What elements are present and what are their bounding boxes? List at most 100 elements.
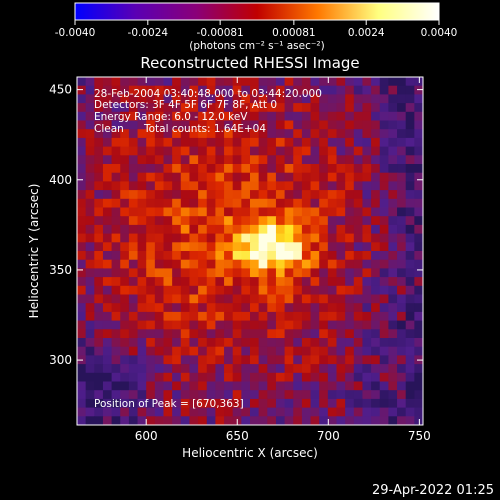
heatmap-cell (405, 311, 415, 322)
heatmap-cell (301, 311, 312, 322)
heatmap-cell (345, 364, 355, 374)
heatmap-cell (163, 85, 173, 95)
heatmap-cell (77, 77, 87, 87)
heatmap-cell (293, 137, 303, 148)
heatmap-cell (232, 111, 242, 122)
heatmap-cell (120, 355, 130, 365)
heatmap-cell (94, 207, 104, 217)
heatmap-cell (102, 416, 113, 425)
heatmap-cell (111, 216, 121, 226)
heatmap-cell (371, 407, 381, 417)
heatmap-cell (301, 320, 312, 330)
heatmap-cell (189, 285, 199, 296)
heatmap-cell (405, 303, 415, 313)
heatmap-cell (327, 233, 338, 243)
heatmap-cell (198, 77, 208, 87)
heatmap-cell (405, 242, 415, 252)
heatmap-cell (154, 303, 165, 313)
heatmap-cell (215, 146, 225, 156)
heatmap-cell (146, 111, 156, 122)
heatmap-cell (128, 268, 139, 278)
heatmap-cell (301, 216, 312, 226)
heatmap-cell (258, 372, 268, 383)
heatmap-cell (405, 120, 415, 130)
heatmap-cell (215, 303, 225, 313)
heatmap-cell (397, 338, 407, 348)
heatmap-cell (180, 346, 191, 356)
heatmap-cell (128, 381, 139, 391)
heatmap-cell (250, 277, 260, 287)
heatmap-cell (137, 294, 147, 304)
heatmap-cell (336, 129, 346, 139)
heatmap-cell (172, 77, 182, 87)
heatmap-cell (120, 224, 130, 235)
heatmap-cell (275, 111, 286, 122)
heatmap-cell (94, 329, 104, 339)
heatmap-cell (336, 242, 346, 252)
heatmap-cell (172, 303, 182, 313)
heatmap-cell (206, 216, 216, 226)
heatmap-cell (224, 277, 234, 287)
heatmap-cell (215, 155, 225, 165)
heatmap-cell (336, 390, 346, 400)
heatmap-cell (189, 181, 199, 191)
heatmap-cell (336, 216, 346, 226)
heatmap-cell (397, 355, 407, 365)
heatmap-cell (275, 338, 286, 348)
heatmap-cell (154, 251, 165, 261)
heatmap-cell (250, 198, 260, 209)
heatmap-cell (371, 216, 381, 226)
heatmap-cell (414, 94, 423, 104)
heatmap-cell (405, 338, 415, 348)
heatmap-cell (284, 137, 294, 148)
heatmap-cell (362, 285, 372, 296)
heatmap-cell (215, 407, 225, 417)
heatmap-cell (362, 120, 372, 130)
heatmap-cell (275, 346, 286, 356)
heatmap-cell (224, 207, 234, 217)
heatmap-cell (379, 338, 389, 348)
heatmap-cell (198, 416, 208, 425)
heatmap-cell (319, 181, 329, 191)
heatmap-cell (198, 285, 208, 296)
heatmap-cell (241, 224, 251, 235)
heatmap-cell (77, 329, 87, 339)
heatmap-cell (198, 268, 208, 278)
heatmap-cell (206, 129, 216, 139)
heatmap-cell (284, 285, 294, 296)
heatmap-cell (85, 407, 95, 417)
heatmap-cell (172, 346, 182, 356)
heatmap-cell (94, 277, 104, 287)
heatmap-cell (128, 390, 139, 400)
heatmap-cell (172, 390, 182, 400)
heatmap-cell (224, 329, 234, 339)
heatmap-cell (241, 259, 251, 269)
heatmap-cell (405, 233, 415, 243)
heatmap-cell (301, 338, 312, 348)
heatmap-cell (215, 111, 225, 122)
heatmap-cell (198, 129, 208, 139)
heatmap-cell (241, 85, 251, 95)
heatmap-cell (284, 259, 294, 269)
heatmap-cell (163, 111, 173, 122)
heatmap-cell (128, 216, 139, 226)
heatmap-cell (301, 172, 312, 182)
heatmap-cell (232, 137, 242, 148)
heatmap-cell (397, 137, 407, 148)
heatmap-cell (206, 407, 216, 417)
heatmap-cell (388, 416, 398, 425)
heatmap-cell (146, 164, 156, 174)
heatmap-cell (154, 407, 165, 417)
heatmap-cell (146, 181, 156, 191)
heatmap-cell (77, 224, 87, 235)
heatmap-cell (137, 346, 147, 356)
heatmap-cell (85, 285, 95, 296)
heatmap-cell (301, 259, 312, 269)
heatmap-cell (241, 172, 251, 182)
heatmap-cell (371, 338, 381, 348)
heatmap-cell (111, 207, 121, 217)
heatmap-cell (224, 233, 234, 243)
heatmap-cell (137, 129, 147, 139)
heatmap-cell (224, 268, 234, 278)
heatmap-cell (102, 346, 113, 356)
